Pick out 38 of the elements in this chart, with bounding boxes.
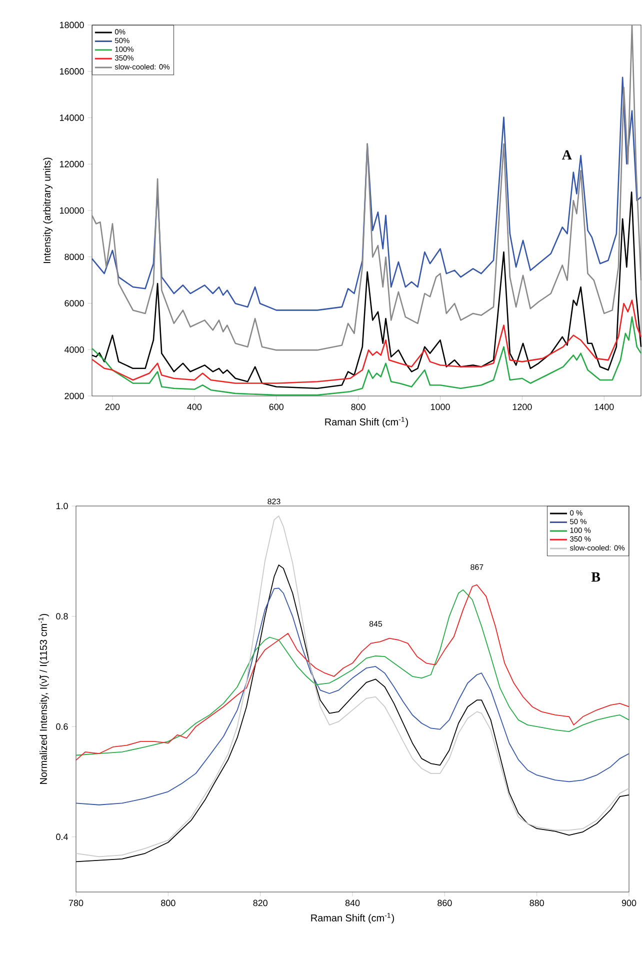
x-tick-label: 1000 [430, 404, 450, 410]
y-tick-label: 0.6 [56, 723, 68, 730]
x-tick-label: 780 [68, 900, 84, 906]
x-tick-label: 880 [530, 900, 544, 906]
x-axis-title: Raman Shift (cm$^{-1}$) [325, 416, 408, 428]
annotation: B [591, 572, 600, 582]
y-axis-title: Intensity (arbitrary units) [43, 158, 52, 263]
x-tick-label: 800 [161, 900, 176, 906]
line-series [76, 515, 630, 858]
x-tick-label: 400 [187, 404, 202, 410]
line-series [91, 300, 642, 384]
y-tick-label: 6000 [64, 300, 84, 306]
y-tick-label: 10000 [60, 207, 84, 214]
x-tick-label: 800 [351, 404, 366, 410]
x-tick-label: 860 [438, 900, 452, 906]
line-series [91, 76, 642, 311]
x-tick-label: 1200 [512, 404, 532, 410]
y-axis-title: Normalized Intensity, I(ν̃) / I(1153 cm$^{-1}$) [38, 614, 49, 784]
x-tick-label: 840 [345, 900, 360, 906]
line-series [91, 316, 642, 396]
y-tick-label: 0.8 [56, 613, 68, 620]
x-tick-label: 820 [253, 900, 268, 906]
x-axis-title: Raman Shift (cm$^{-1}$) [311, 912, 394, 924]
x-tick-label: 600 [269, 404, 284, 410]
y-tick-label: 1.0 [56, 502, 68, 510]
y-tick-label: 14000 [60, 114, 84, 121]
y-tick-label: 2000 [64, 392, 84, 400]
y-tick-label: 0.4 [56, 834, 68, 840]
y-tick-label: 12000 [60, 160, 84, 168]
y-tick-label: 16000 [60, 68, 84, 75]
y-tick-label: 4000 [64, 346, 84, 353]
y-tick-label: 18000 [60, 22, 84, 28]
line-series [76, 588, 630, 806]
annotation: A [562, 150, 572, 160]
x-tick-label: 200 [105, 404, 120, 410]
x-tick-label: 1400 [594, 404, 614, 410]
y-tick-label: 8000 [64, 254, 84, 260]
x-tick-label: 900 [622, 900, 636, 906]
